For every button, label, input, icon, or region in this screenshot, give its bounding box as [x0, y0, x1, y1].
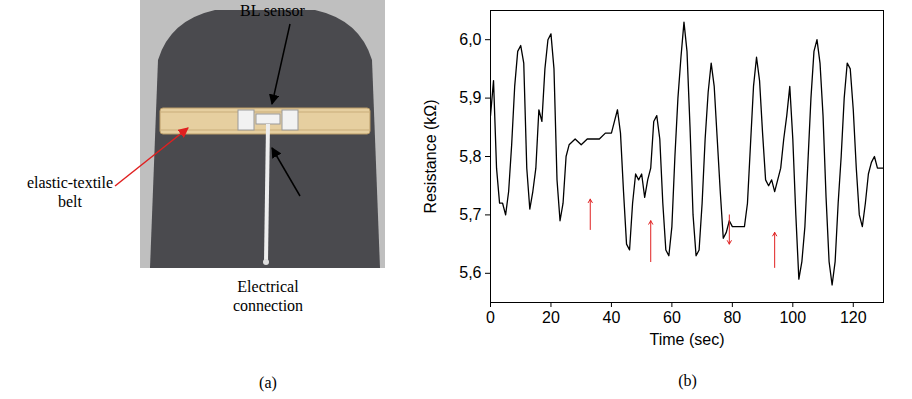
svg-text:5,6: 5,6 [459, 264, 481, 281]
svg-text:connection: connection [233, 297, 303, 314]
svg-text:20: 20 [542, 309, 560, 326]
svg-text:BL sensor: BL sensor [240, 2, 305, 19]
svg-text:belt: belt [58, 193, 83, 210]
svg-text:Electrical: Electrical [237, 278, 299, 295]
svg-text:60: 60 [663, 309, 681, 326]
html-text:(b): (b) [678, 372, 697, 389]
svg-text:120: 120 [840, 309, 867, 326]
svg-text:80: 80 [723, 309, 741, 326]
svg-text:(a): (a) [259, 374, 277, 392]
svg-text:0: 0 [486, 309, 495, 326]
svg-text:Time (sec): Time (sec) [650, 331, 725, 348]
svg-text:6,0: 6,0 [459, 31, 481, 48]
svg-text:100: 100 [779, 309, 806, 326]
svg-text:5,9: 5,9 [459, 89, 481, 106]
svg-text:40: 40 [603, 309, 621, 326]
svg-text:5,7: 5,7 [459, 206, 481, 223]
svg-text:elastic-textile: elastic-textile [27, 174, 113, 191]
svg-text:5,8: 5,8 [459, 148, 481, 165]
svg-text:Resistance (kΩ): Resistance (kΩ) [422, 99, 439, 213]
